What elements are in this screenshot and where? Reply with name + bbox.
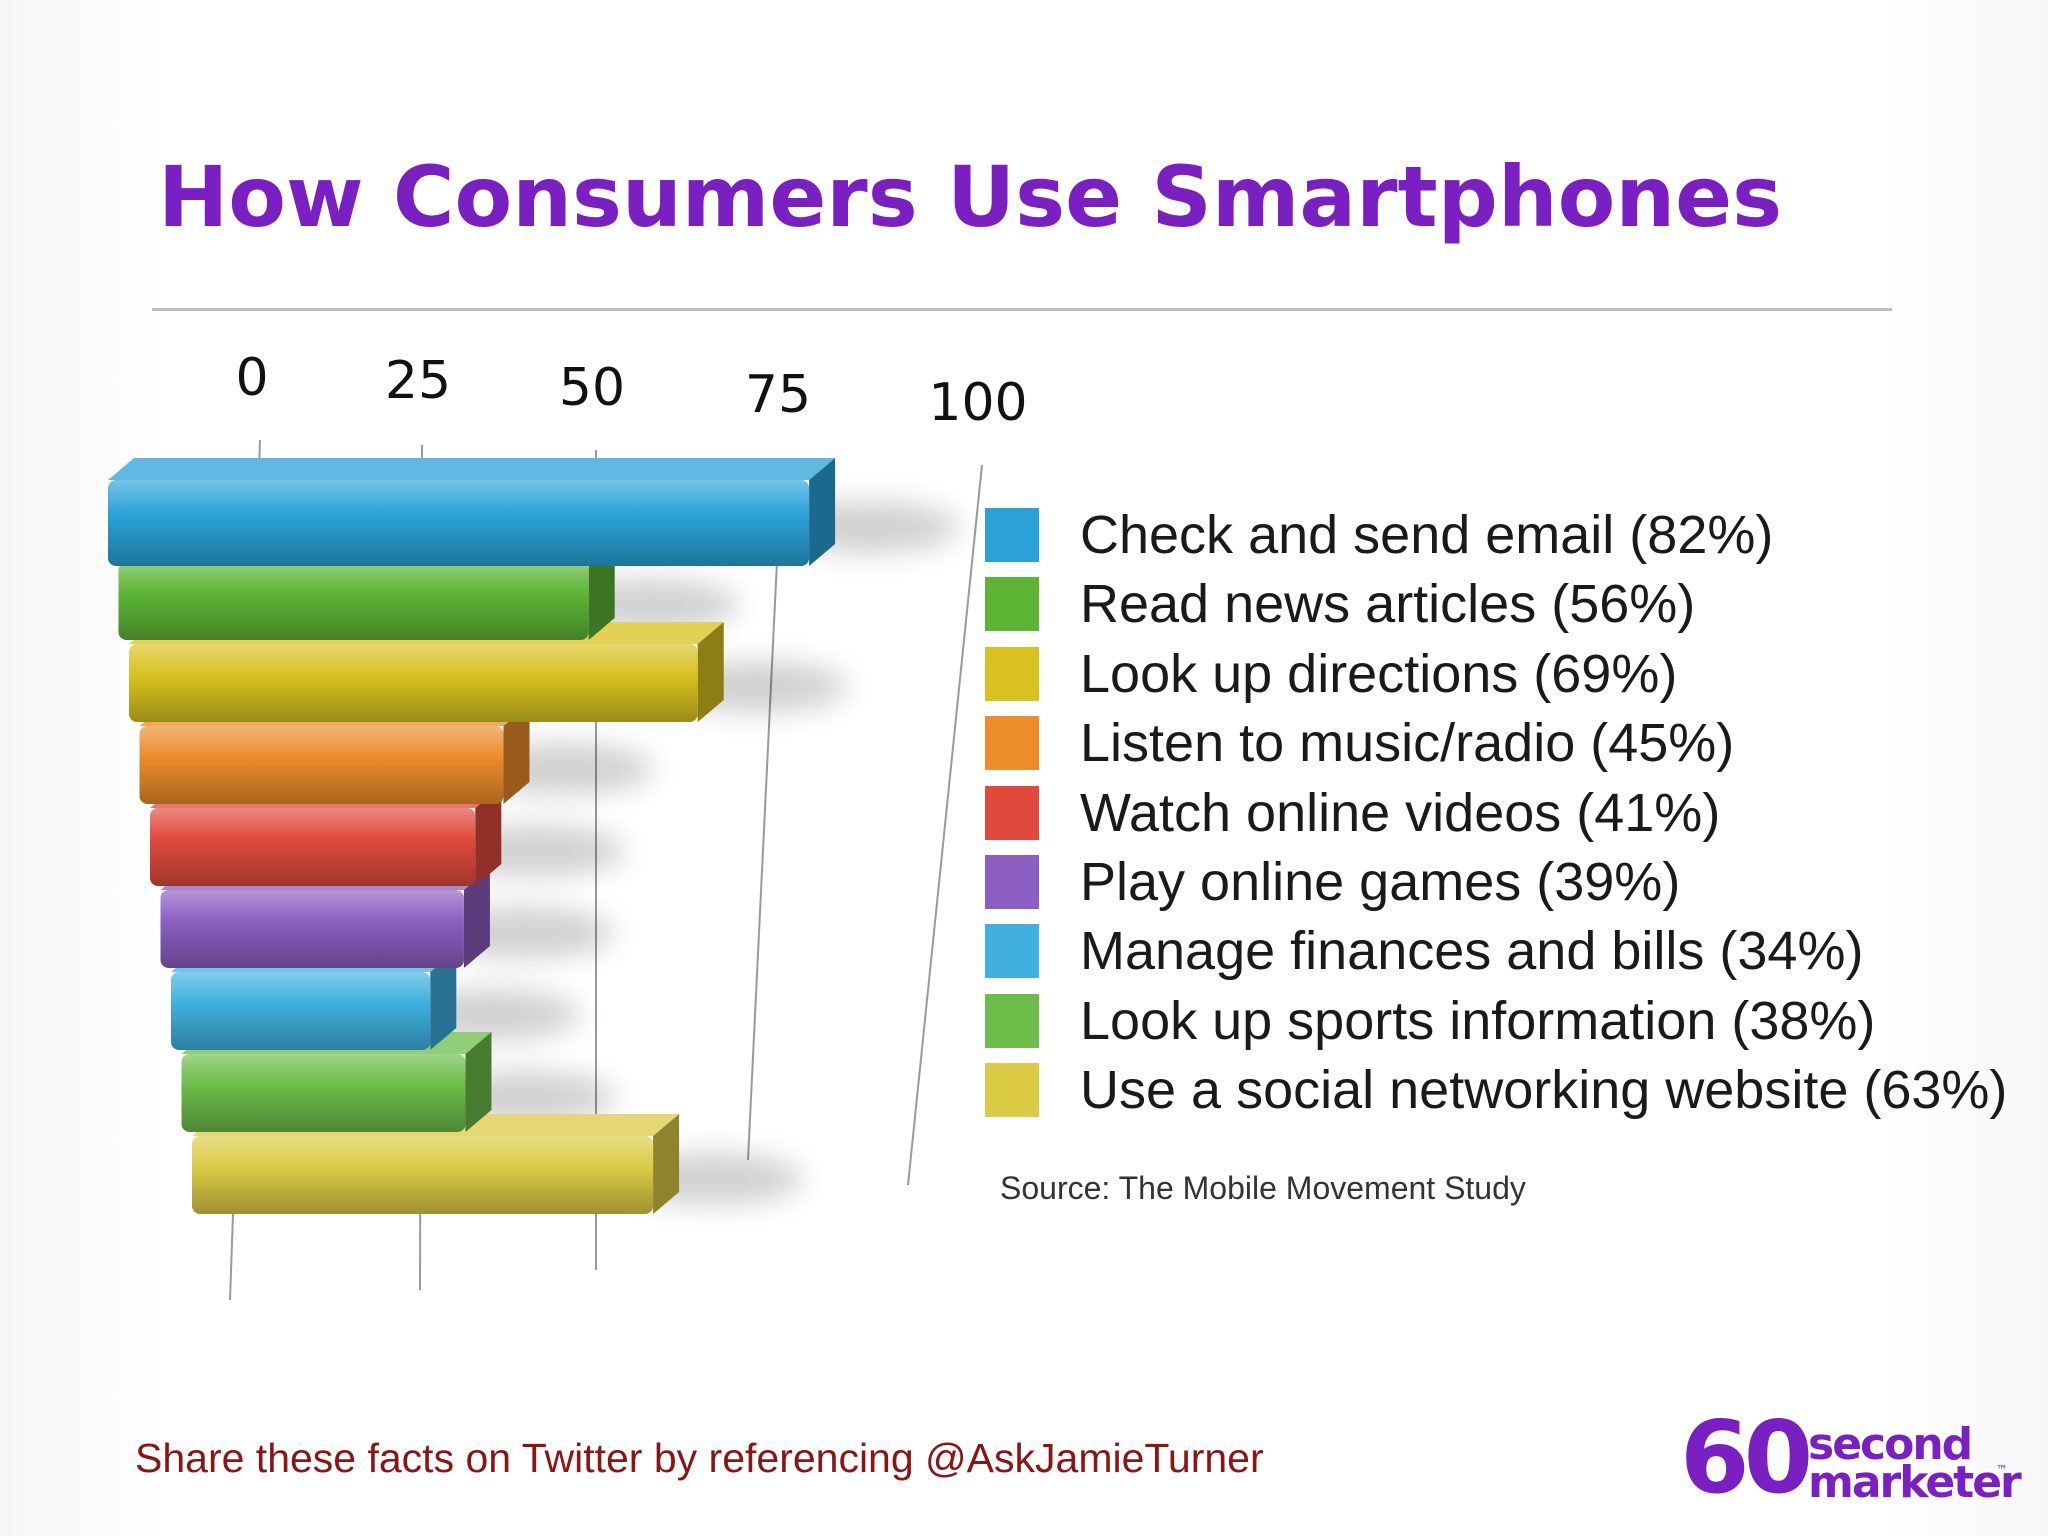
legend-label: Listen to music/radio (45%)	[1080, 713, 1735, 774]
legend-swatch	[985, 993, 1039, 1048]
gridline-100	[907, 464, 983, 1186]
logo-trademark: ™	[1996, 1463, 2008, 1477]
bar-end-face	[463, 868, 490, 968]
legend-label: Play online games (39%)	[1080, 851, 1681, 912]
bar-end-face	[503, 704, 530, 804]
legend-swatch	[985, 716, 1039, 771]
tick-label-100: 100	[928, 373, 1027, 433]
bar-end-face	[475, 786, 502, 886]
chart-title: How Consumers Use Smartphones	[158, 148, 1783, 246]
legend-label: Look up sports information (38%)	[1080, 990, 1876, 1051]
tick-label-25: 25	[385, 351, 451, 411]
bar-front-face	[108, 480, 810, 566]
legend-label: Check and send email (82%)	[1080, 505, 1774, 565]
bar-end-face	[430, 950, 457, 1050]
bar-end-face	[809, 458, 836, 566]
bar-end-face	[653, 1114, 680, 1214]
legend-swatch	[985, 854, 1039, 909]
legend-swatch	[985, 1063, 1039, 1118]
title-divider	[152, 308, 1892, 311]
legend-swatch	[985, 508, 1039, 562]
tick-label-0: 0	[235, 348, 268, 408]
bar-front-face	[139, 726, 504, 804]
logo-number: 60	[1680, 1399, 1813, 1516]
bar	[108, 458, 836, 566]
share-footer: Share these facts on Twitter by referenc…	[135, 1435, 1264, 1481]
legend-label: Look up directions (69%)	[1080, 643, 1678, 704]
bar-front-face	[160, 890, 464, 968]
legend-label: Use a social networking website (63%)	[1080, 1060, 2008, 1121]
bar-end-face	[465, 1032, 492, 1132]
bar-front-face	[171, 972, 431, 1050]
logo-word-marketer: marketer	[1808, 1457, 2022, 1508]
legend-swatch	[985, 785, 1039, 840]
legend-swatch	[985, 924, 1039, 979]
legend-swatch	[985, 577, 1039, 632]
bar-front-face	[181, 1054, 466, 1132]
legend-swatch	[985, 646, 1039, 701]
legend-label: Manage finances and bills (34%)	[1080, 921, 1864, 982]
legend-label: Watch online videos (41%)	[1080, 782, 1721, 843]
bar-front-face	[192, 1136, 654, 1214]
bar-end-face	[697, 622, 724, 722]
bar-front-face	[118, 562, 589, 640]
logo: 60 second marketer ™	[1680, 1399, 2022, 1516]
bar-front-face	[129, 644, 698, 722]
logo-word-second: second	[1808, 1419, 1973, 1470]
source-note: Source: The Mobile Movement Study	[1000, 1170, 1526, 1206]
legend-label: Read news articles (56%)	[1080, 574, 1696, 635]
tick-label-50: 50	[559, 358, 625, 418]
tick-label-75: 75	[745, 365, 811, 425]
bar-front-face	[150, 808, 476, 886]
bar-top-face	[108, 458, 836, 480]
gridline-75	[747, 457, 783, 1161]
